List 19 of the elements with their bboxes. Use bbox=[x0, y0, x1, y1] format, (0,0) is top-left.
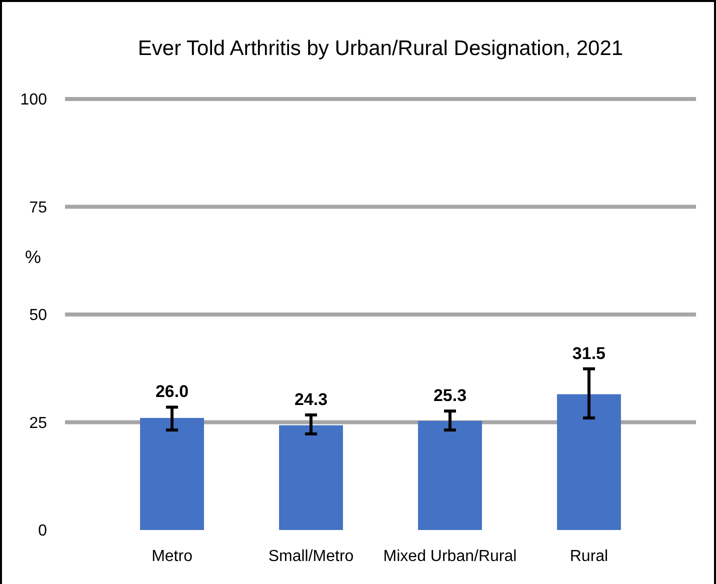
data-label: 25.3 bbox=[433, 386, 467, 406]
y-axis-title: % bbox=[24, 246, 42, 267]
y-tick-label: 75 bbox=[29, 199, 48, 216]
chart-title: Ever Told Arthritis by Urban/Rural Designation, 2021 bbox=[138, 37, 624, 60]
x-tick-label: Metro bbox=[152, 548, 193, 565]
x-tick-label: Mixed Urban/Rural bbox=[383, 548, 517, 565]
bar bbox=[557, 394, 621, 530]
bar bbox=[140, 418, 204, 530]
x-tick-label: Small/Metro bbox=[268, 548, 354, 565]
y-tick-label: 50 bbox=[29, 307, 48, 324]
x-tick-label: Rural bbox=[570, 548, 608, 565]
y-tick-label: 0 bbox=[38, 522, 48, 540]
data-label: 31.5 bbox=[572, 344, 606, 363]
y-tick-label: 25 bbox=[29, 414, 48, 432]
y-tick-label: 100 bbox=[20, 92, 48, 109]
bar bbox=[418, 420, 482, 530]
data-label: 24.3 bbox=[294, 390, 328, 409]
bar bbox=[279, 425, 343, 530]
data-label: 26.0 bbox=[155, 382, 189, 402]
